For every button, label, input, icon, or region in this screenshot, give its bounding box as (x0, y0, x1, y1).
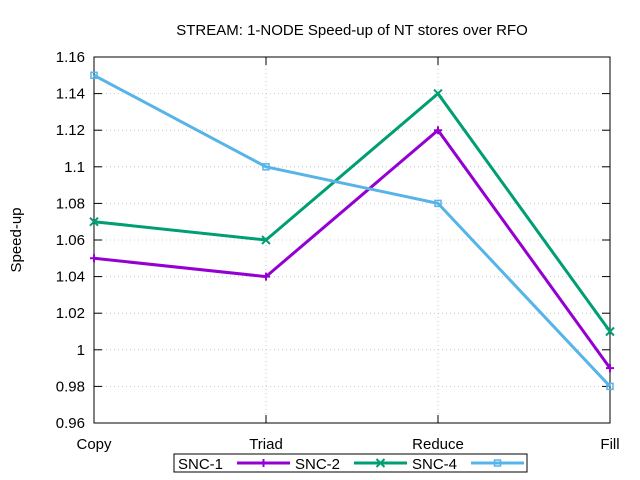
legend-marker (493, 459, 502, 467)
data-point (261, 235, 271, 245)
y-tick-label: 1.02 (56, 305, 85, 322)
x-tick-label: Copy (76, 436, 112, 453)
cross-icon (89, 216, 99, 227)
y-tick-label: 1 (77, 342, 85, 359)
cross-icon (375, 458, 386, 468)
series-line (93, 91, 612, 333)
box-icon (262, 163, 270, 171)
y-axis-ticks: 0.96 0.98 1 1.02 1.04 1.06 1.08 1.1 1.12 1.14 1.16 (56, 49, 610, 432)
plus-icon (259, 459, 268, 467)
data-point (434, 126, 442, 135)
series-lines (89, 71, 615, 391)
x-tick-label: Triad (249, 436, 283, 453)
legend: SNC-1 SNC-2 SNC-4 (173, 453, 528, 473)
data-point (90, 254, 98, 263)
x-tick-label: Reduce (412, 436, 464, 453)
box-icon (606, 382, 614, 391)
y-tick-label: 1.14 (56, 86, 85, 103)
grid-lines (94, 57, 610, 423)
data-point (433, 88, 443, 99)
legend-box (173, 453, 528, 473)
series-line (93, 73, 612, 388)
box-icon (493, 459, 502, 467)
data-point (262, 163, 270, 171)
y-tick-label: 1.1 (64, 159, 85, 176)
plus-icon (606, 364, 614, 373)
plus-icon (434, 126, 442, 135)
y-tick-label: 0.96 (56, 415, 85, 432)
box-icon (90, 71, 98, 80)
data-point (606, 364, 614, 373)
y-tick-label: 1.16 (56, 49, 85, 66)
y-tick-label: 1.04 (56, 269, 85, 286)
plus-icon (262, 272, 270, 281)
y-tick-label: 1.06 (56, 232, 85, 249)
legend-marker (259, 459, 268, 467)
legend-label: SNC-2 (295, 456, 340, 473)
series-line (93, 128, 612, 369)
x-tick-label: Fill (600, 436, 619, 453)
plot-frame (93, 56, 611, 424)
y-tick-label: 1.12 (56, 122, 85, 139)
y-tick-label: 1.08 (56, 195, 85, 212)
data-point (89, 216, 99, 227)
data-point (606, 382, 614, 391)
cross-icon (433, 88, 443, 99)
y-axis-label: Speed-up (8, 207, 25, 272)
data-point (90, 71, 98, 80)
legend-label: SNC-4 (412, 456, 457, 473)
legend-label: SNC-1 (178, 456, 223, 473)
legend-marker (375, 458, 386, 468)
data-point (262, 272, 270, 281)
chart-title: STREAM: 1-NODE Speed-up of NT stores ove… (176, 22, 528, 39)
box-icon (434, 199, 442, 208)
data-point (605, 326, 615, 337)
data-point (434, 199, 442, 208)
y-tick-label: 0.98 (56, 378, 85, 395)
cross-icon (605, 326, 615, 337)
cross-icon (261, 235, 271, 245)
plus-icon (90, 254, 98, 263)
x-axis-ticks: Copy Triad Reduce Fill (76, 57, 620, 453)
